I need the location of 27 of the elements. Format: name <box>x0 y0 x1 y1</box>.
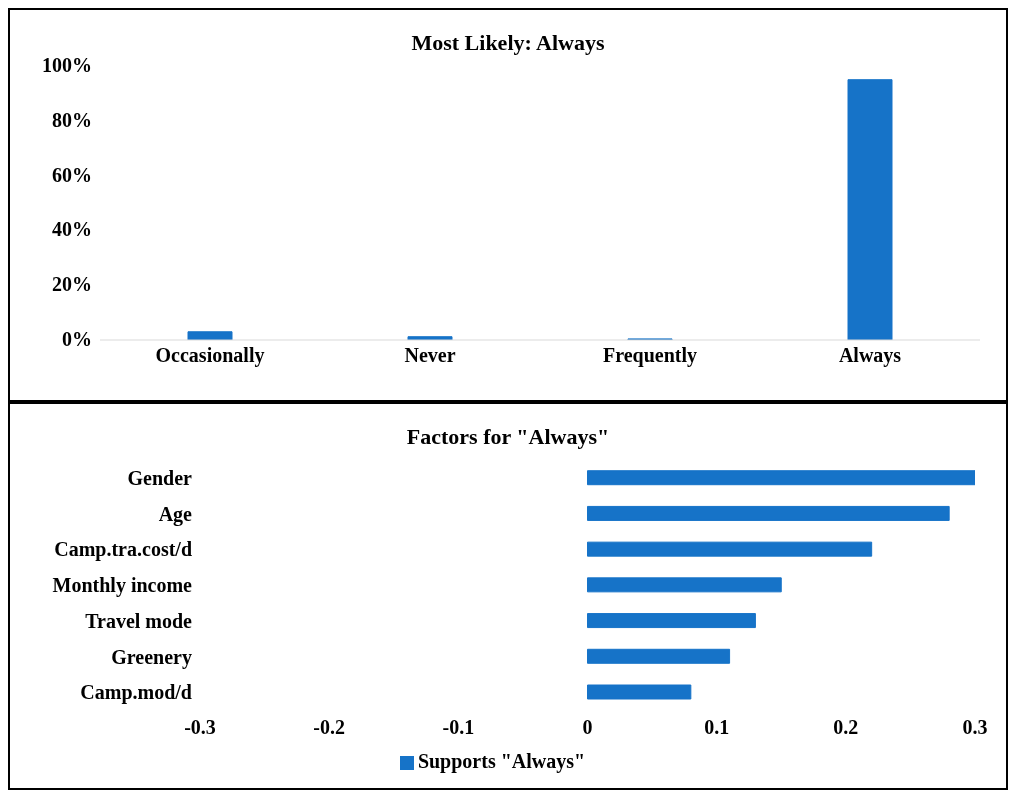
x-tick-label: Occasionally <box>155 344 265 368</box>
x-tick-label: Always <box>838 344 902 368</box>
y-tick-label: 20% <box>52 273 92 296</box>
y-tick-label: Monthly income <box>52 574 193 598</box>
y-tick-label: 80% <box>52 108 92 131</box>
x-tick-label: 0.1 <box>704 716 730 738</box>
y-tick-label: Camp.tra.cost/d <box>54 538 192 562</box>
x-tick-label: 0.3 <box>962 716 988 738</box>
y-tick-label: Camp.mod/d <box>80 681 192 705</box>
y-tick-label: 100% <box>42 54 92 76</box>
x-tick-label: -0.2 <box>313 716 345 738</box>
y-tick-label: 60% <box>52 163 92 186</box>
y-tick-label: Greenery <box>111 645 192 669</box>
x-tick-label: 0.2 <box>833 716 859 738</box>
y-tick-label: 0% <box>62 328 92 350</box>
chart-title: Factors for "Always" <box>405 424 611 450</box>
x-tick-label: -0.3 <box>184 716 216 738</box>
x-tick-label: 0 <box>582 716 593 738</box>
legend-label: Supports "Always" <box>417 750 586 772</box>
x-tick-label: -0.1 <box>442 716 475 738</box>
x-tick-label: Never <box>404 344 456 367</box>
y-tick-label: 40% <box>52 218 92 241</box>
chart-title: Most Likely: Always <box>411 30 605 55</box>
x-tick-label: Frequently <box>602 344 698 368</box>
y-tick-label: Age <box>158 502 193 526</box>
y-tick-label: Gender <box>127 466 193 489</box>
y-tick-label: Travel mode <box>85 609 193 632</box>
